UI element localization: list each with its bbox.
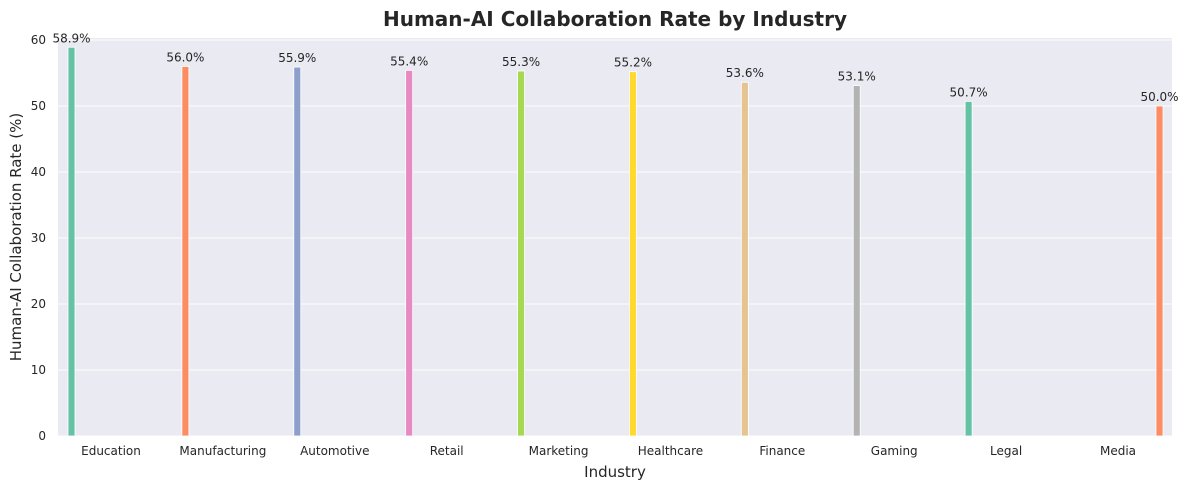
data-label-healthcare: 55.2% [614, 56, 652, 70]
data-label-gaming: 53.1% [838, 70, 876, 84]
bar-marketing [517, 70, 525, 437]
bar-automotive [293, 66, 302, 437]
data-label-finance: 53.6% [726, 66, 764, 80]
data-label-media: 50.0% [1140, 90, 1178, 104]
x-tick-label-media: Media [1100, 444, 1136, 458]
x-tick-label-education: Education [81, 444, 141, 458]
y-tick-label: 10 [31, 363, 46, 377]
x-tick-label-healthcare: Healthcare [638, 444, 703, 458]
x-axis-ticks: Education Manufacturing Automotive Retail Ma… [81, 444, 1136, 458]
x-tick-label-automotive: Automotive [300, 444, 369, 458]
data-label-manufacturing: 56.0% [166, 50, 204, 64]
data-label-marketing: 55.3% [502, 55, 540, 69]
plot-area [58, 38, 1172, 436]
bar-media [1155, 105, 1164, 437]
y-tick-label: 30 [31, 231, 46, 245]
x-tick-label-retail: Retail [430, 444, 464, 458]
x-axis-label: Industry [584, 463, 646, 481]
y-tick-label: 0 [38, 429, 46, 443]
data-label-legal: 50.7% [950, 85, 988, 99]
x-tick-label-marketing: Marketing [529, 444, 589, 458]
bar-gaming [852, 85, 861, 437]
bar-healthcare [629, 71, 637, 437]
x-tick-label-finance: Finance [759, 444, 805, 458]
data-labels: 58.9% 56.0% 55.9% 55.4% 55.3% 55.2% 53.6% 53.1%… [52, 31, 1178, 104]
data-label-education: 58.9% [52, 31, 90, 45]
data-label-automotive: 55.9% [278, 51, 316, 65]
bar-manufacturing [181, 66, 190, 437]
data-label-retail: 55.4% [390, 54, 428, 68]
x-tick-label-manufacturing: Manufacturing [179, 444, 266, 458]
y-tick-label: 20 [31, 297, 46, 311]
x-tick-label-gaming: Gaming [871, 444, 918, 458]
bar-education [67, 46, 76, 437]
bars [67, 46, 1164, 437]
y-tick-label: 60 [31, 33, 46, 47]
bar-finance [740, 81, 749, 437]
x-tick-label-legal: Legal [990, 444, 1022, 458]
y-axis-label: Human-AI Collaboration Rate (%) [7, 113, 25, 362]
bar-retail [405, 69, 414, 437]
gridlines [58, 39, 1172, 437]
bar-legal [964, 100, 973, 437]
chart-title: Human-AI Collaboration Rate by Industry [383, 7, 847, 31]
y-axis-ticks: 0 10 20 30 40 50 60 [31, 33, 46, 443]
y-tick-label: 40 [31, 165, 46, 179]
y-tick-label: 50 [31, 99, 46, 113]
